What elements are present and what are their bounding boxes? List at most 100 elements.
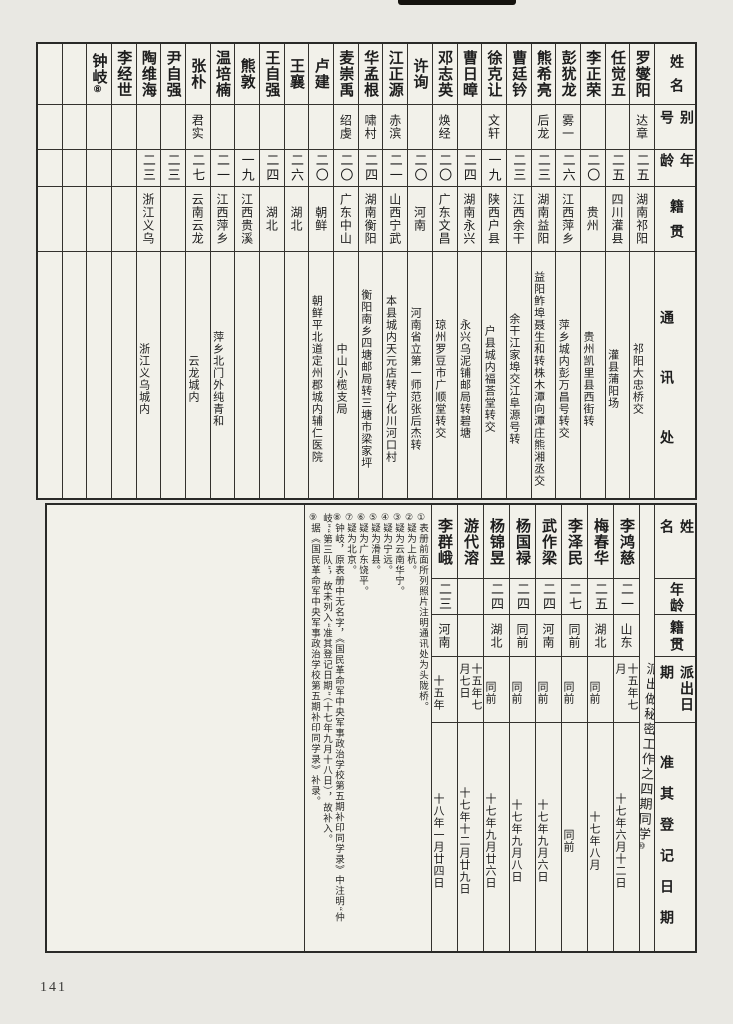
name-cell-text: 江正源 bbox=[386, 50, 403, 98]
person-column: 许询 二〇 河南 河南省立第一师范张后杰转 bbox=[407, 44, 432, 498]
name-cell: 熊敦 bbox=[235, 44, 259, 105]
name-cell: 罗燮阳 bbox=[630, 44, 654, 105]
note-item: ⑤疑为滑县。 bbox=[368, 513, 380, 941]
name-cell-text: 游代溶 bbox=[462, 517, 478, 566]
person-column: 梅春华 二五 湖北 同前 十七年八月 bbox=[587, 505, 613, 951]
native-cell: 山西宁武 bbox=[383, 187, 408, 252]
alias-cell: 啸村 bbox=[358, 105, 383, 150]
native-cell: 河南 bbox=[432, 615, 457, 657]
note-mark: ① bbox=[417, 513, 427, 523]
native-cell-text: 江西萍乡 bbox=[214, 193, 229, 245]
age-cell: 二七 bbox=[185, 150, 210, 187]
address-cell-text: 朝鲜平北道定州郡城内辅仁医院 bbox=[310, 294, 323, 463]
name-cell: 李鸿慈 bbox=[614, 505, 639, 579]
address-cell: 浙江义乌城内 bbox=[137, 252, 161, 498]
native-cell-text: 朝鲜 bbox=[313, 206, 328, 232]
name-cell: 许询 bbox=[408, 44, 432, 105]
person-column: 杨国禄 二四 同前 同前 十七年九月八日 bbox=[509, 505, 535, 951]
age-cell-text: 二〇 bbox=[585, 153, 601, 183]
alias-cell: 赤滨 bbox=[383, 105, 408, 150]
name-cell: 陶维海 bbox=[136, 44, 161, 105]
name-cell-text: 彭犹龙 bbox=[559, 50, 576, 98]
name-cell-text: 李鸿慈 bbox=[618, 517, 634, 566]
native-cell-text: 云南云龙 bbox=[190, 193, 205, 245]
age-cell: 二五 bbox=[605, 150, 630, 187]
address-cell: 衡阳南乡四塘邮局转三塘市梁家坪 bbox=[359, 252, 383, 498]
address-cell: 余干江家埠交江阜源号转 bbox=[507, 252, 531, 498]
age-cell-text: 二一 bbox=[619, 581, 634, 612]
native-cell: 四川灌县 bbox=[605, 187, 630, 252]
name-cell: 张朴 bbox=[185, 44, 210, 105]
name-cell-text: 钟岐⑧ bbox=[90, 53, 107, 95]
native-cell-text: 湖北 bbox=[489, 622, 503, 649]
address-cell-text: 余干江家埠交江阜源号转 bbox=[507, 312, 520, 445]
address-cell bbox=[260, 252, 284, 498]
registered-date-cell: 十七年六月十二日 bbox=[614, 723, 639, 951]
name-cell-text: 徐克让 bbox=[485, 50, 502, 98]
age-cell-text: 二三 bbox=[140, 153, 156, 183]
header-age: 年龄 bbox=[655, 150, 695, 187]
address-cell bbox=[38, 252, 62, 498]
note-item: ⑦疑为北京。 bbox=[344, 513, 356, 941]
address-cell: 琼州罗豆市广顺堂转交 bbox=[433, 252, 457, 498]
name-cell-text: 曹廷钤 bbox=[510, 50, 527, 98]
alias-cell: 绍虔 bbox=[334, 105, 358, 150]
registered-date-cell: 十七年九月六日 bbox=[536, 723, 561, 951]
notes-cell: ①表册前面所列照片注明通讯处为头陇桥。 ②疑为上杭。 ③疑为云南华宁。 ④疑为宁远。 ⑤… bbox=[304, 505, 431, 951]
registered-date-cell: 十七年十二月廿九日 bbox=[458, 723, 483, 951]
address-cell-text: 祁阳大忠桥交 bbox=[631, 342, 644, 415]
sent-date-cell: 同前 bbox=[510, 657, 535, 723]
registered-date-cell: 十七年九月八日 bbox=[510, 723, 535, 951]
native-cell: 广东中山 bbox=[334, 187, 358, 252]
native-cell: 江西余干 bbox=[506, 187, 531, 252]
native-cell: 同前 bbox=[510, 615, 535, 657]
native-cell: 湖南衡阳 bbox=[358, 187, 383, 252]
sent-date-cell-text: 同前 bbox=[510, 680, 522, 705]
address-cell-text: 河南省立第一师范张后杰转 bbox=[409, 306, 422, 451]
age-cell-text: 二〇 bbox=[313, 153, 329, 183]
address-cell bbox=[112, 252, 136, 498]
person-column: 罗燮阳 达章 二五 湖南祁阳 祁阳大忠桥交 bbox=[629, 44, 654, 498]
name-cell: 李经世 bbox=[111, 44, 136, 105]
native-cell: 同前 bbox=[562, 615, 587, 657]
registered-date-cell-text: 十七年九月廿六日 bbox=[484, 792, 496, 889]
header-alias: 别号 bbox=[655, 105, 695, 150]
native-cell-text: 江西萍乡 bbox=[560, 193, 575, 245]
age-cell-text: 二〇 bbox=[338, 153, 354, 183]
address-cell-text: 永兴乌泥铺邮局转碧塘 bbox=[458, 318, 471, 439]
name-cell-text: 王自强 bbox=[263, 50, 280, 98]
native-cell-text: 湖北 bbox=[593, 622, 607, 649]
sent-date-cell: 同前 bbox=[588, 657, 613, 723]
native-cell-text: 湖北 bbox=[289, 206, 304, 232]
name-cell-text: 许询 bbox=[411, 58, 428, 90]
name-cell-text: 熊敦 bbox=[238, 58, 255, 90]
address-cell bbox=[285, 252, 309, 498]
age-cell-text: 二一 bbox=[214, 153, 230, 183]
person-column: 邓志英 焕经 二〇 广东文昌 琼州罗豆市广顺堂转交 bbox=[431, 44, 457, 498]
native-cell: 湖北 bbox=[260, 187, 284, 252]
native-cell-text: 山西宁武 bbox=[387, 193, 402, 245]
age-cell: 一九 bbox=[235, 150, 259, 187]
alias-cell-text: 君实 bbox=[190, 114, 205, 140]
native-cell: 湖南益阳 bbox=[531, 187, 556, 252]
note-text: 疑为云南华宁。 bbox=[393, 523, 403, 597]
address-cell: 本县城内天元店转宁化川河口村 bbox=[383, 252, 407, 498]
alias-cell bbox=[284, 105, 309, 150]
name-cell: 尹自强 bbox=[161, 44, 185, 105]
alias-cell-text: 后龙 bbox=[535, 114, 550, 140]
age-cell bbox=[458, 579, 483, 615]
address-cell-text: 云龙城内 bbox=[186, 354, 199, 403]
age-cell: 二〇 bbox=[432, 150, 457, 187]
age-cell: 二四 bbox=[484, 579, 509, 615]
registered-date-cell-text: 十八年一月廿四日 bbox=[432, 792, 444, 889]
age-cell-text: 一九 bbox=[239, 153, 255, 183]
native-cell-text: 江西余干 bbox=[511, 193, 526, 245]
native-cell: 云南云龙 bbox=[185, 187, 210, 252]
name-cell: 钟岐⑧ bbox=[87, 44, 111, 105]
person-column: 熊敦 一九 江西贵溪 bbox=[234, 44, 259, 498]
age-cell: 二三 bbox=[432, 579, 457, 615]
name-cell: 曹廷钤 bbox=[506, 44, 531, 105]
person-column: 麦崇禹 绍虔 二〇 广东中山 中山小榄支局 bbox=[333, 44, 358, 498]
registered-date-cell: 十七年八月 bbox=[588, 723, 613, 951]
alias-cell bbox=[506, 105, 531, 150]
